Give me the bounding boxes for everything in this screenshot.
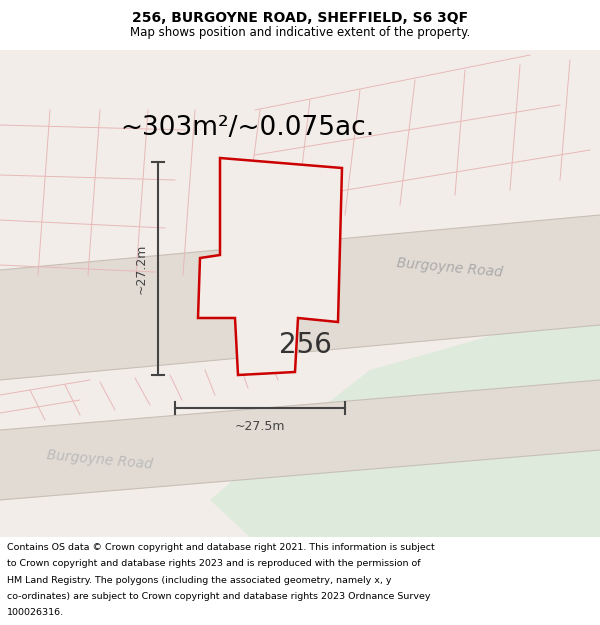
Text: 256, BURGOYNE ROAD, SHEFFIELD, S6 3QF: 256, BURGOYNE ROAD, SHEFFIELD, S6 3QF [132,11,468,25]
Text: Map shows position and indicative extent of the property.: Map shows position and indicative extent… [130,26,470,39]
Polygon shape [198,158,342,375]
Text: Burgoyne Road: Burgoyne Road [397,256,503,280]
Text: ~303m²/~0.075ac.: ~303m²/~0.075ac. [120,115,374,141]
Text: Contains OS data © Crown copyright and database right 2021. This information is : Contains OS data © Crown copyright and d… [7,543,435,552]
Text: ~27.5m: ~27.5m [235,420,285,433]
Text: 256: 256 [278,331,331,359]
Text: co-ordinates) are subject to Crown copyright and database rights 2023 Ordnance S: co-ordinates) are subject to Crown copyr… [7,592,431,601]
Text: Burgoyne Road: Burgoyne Road [46,448,154,472]
Polygon shape [210,305,600,537]
Text: ~27.2m: ~27.2m [135,243,148,294]
Polygon shape [0,380,600,500]
Text: to Crown copyright and database rights 2023 and is reproduced with the permissio: to Crown copyright and database rights 2… [7,559,421,569]
Text: HM Land Registry. The polygons (including the associated geometry, namely x, y: HM Land Registry. The polygons (includin… [7,576,392,585]
Polygon shape [0,215,600,380]
Text: 100026316.: 100026316. [7,608,64,618]
